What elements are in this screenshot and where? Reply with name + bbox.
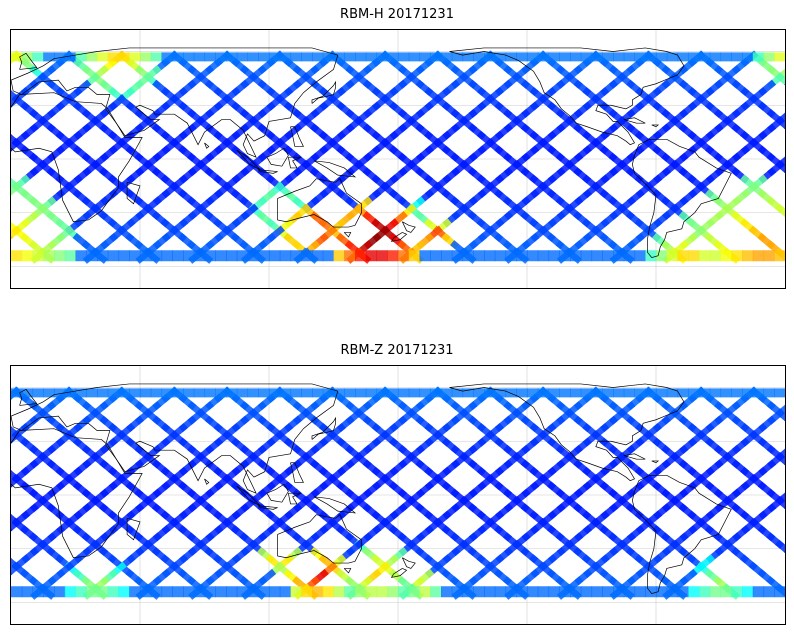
coastlines — [11, 47, 732, 258]
panel-rbm-z: RBM-Z 20171231 — [0, 336, 794, 633]
orbit-swath-map — [11, 30, 785, 288]
map-area — [10, 29, 786, 289]
panel-rbm-h: RBM-H 20171231 — [0, 0, 794, 300]
map-area — [10, 365, 786, 625]
map-title: RBM-H 20171231 — [340, 7, 454, 22]
coastlines — [11, 383, 732, 594]
orbit-swaths — [11, 50, 785, 264]
map-title: RBM-Z 20171231 — [340, 343, 454, 358]
orbit-swaths — [11, 386, 785, 600]
orbit-swath-map — [11, 366, 785, 624]
